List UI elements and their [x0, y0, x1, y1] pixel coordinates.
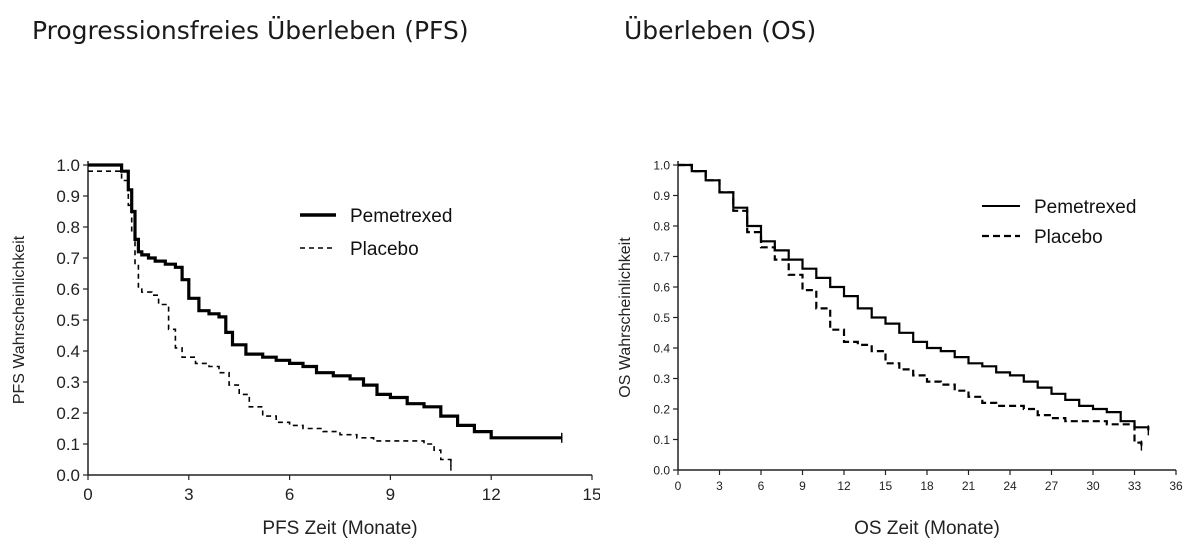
os-x-tick-label: 36 — [1169, 479, 1183, 493]
pfs-x-axis-title: PFS Zeit (Monate) — [262, 518, 417, 539]
pfs-x-tick-label: 15 — [583, 485, 600, 504]
os-y-tick-label: 0.0 — [653, 463, 670, 477]
pfs-x-tick-label: 9 — [386, 485, 395, 504]
os-y-tick-label: 0.4 — [653, 341, 670, 355]
pfs-legend-placebo-label: Placebo — [350, 239, 419, 260]
os-x-tick-label: 0 — [675, 479, 682, 493]
os-x-tick-label: 21 — [962, 479, 976, 493]
pfs-x-tick-label: 0 — [83, 485, 92, 504]
os-y-tick-label: 0.2 — [653, 402, 670, 416]
pfs-x-tick-label: 12 — [482, 485, 501, 504]
pfs-y-tick-label: 0.7 — [56, 249, 80, 268]
pfs-x-tick-label: 3 — [184, 485, 193, 504]
os-x-tick-label: 15 — [879, 479, 893, 493]
pfs-y-tick-label: 0.6 — [56, 280, 80, 299]
os-x-tick-label: 33 — [1128, 479, 1142, 493]
os-x-tick-label: 30 — [1086, 479, 1100, 493]
os-x-tick-label: 9 — [799, 479, 806, 493]
os-y-tick-label: 0.1 — [653, 433, 670, 447]
pfs-x-tick-label: 6 — [285, 485, 294, 504]
os-x-tick-label: 24 — [1003, 479, 1017, 493]
pfs-y-tick-label: 0.3 — [56, 373, 80, 392]
pfs-heading: Progressionsfreies Überleben (PFS) — [32, 16, 469, 45]
os-series-pemetrexed-line — [678, 163, 1150, 431]
pfs-legend-pemetrexed-label: Pemetrexed — [350, 206, 452, 227]
pfs-chart: 0.0 0.1 0.2 0.3 0.4 0.5 0.6 0.7 0.8 0.9 1.0 0 3 6 9 12 1… — [11, 156, 600, 539]
os-y-tick-label: 0.3 — [653, 372, 670, 386]
os-x-tick-label: 6 — [758, 479, 765, 493]
os-x-tick-label: 12 — [837, 479, 851, 493]
os-legend-placebo-label: Placebo — [1034, 227, 1103, 248]
pfs-series-placebo-line — [88, 170, 452, 466]
pfs-y-axis-title: PFS Wahrscheinlichkeit — [11, 235, 28, 404]
os-x-axis-title: OS Zeit (Monate) — [854, 518, 1000, 539]
pfs-y-tick-label: 0.4 — [56, 342, 80, 361]
pfs-y-tick-label: 1.0 — [56, 156, 80, 175]
os-heading: Überleben (OS) — [624, 16, 817, 45]
pfs-y-tick-label: 0.1 — [56, 435, 80, 454]
os-legend-pemetrexed-label: Pemetrexed — [1034, 197, 1136, 218]
pfs-y-tick-label: 0.8 — [56, 218, 80, 237]
pfs-y-tick-label: 0.2 — [56, 404, 80, 423]
pfs-y-tick-label: 0.9 — [56, 187, 80, 206]
pfs-y-tick-label: 0.0 — [56, 466, 80, 485]
os-y-tick-label: 0.8 — [653, 219, 670, 233]
os-x-tick-label: 18 — [920, 479, 934, 493]
os-y-tick-label: 0.9 — [653, 189, 670, 203]
os-x-tick-label: 3 — [716, 479, 723, 493]
os-y-tick-label: 0.6 — [653, 280, 670, 294]
os-y-tick-label: 0.7 — [653, 250, 670, 264]
os-y-axis-title: OS Wahrscheinlichkeit — [617, 237, 634, 398]
os-y-tick-label: 1.0 — [653, 158, 670, 172]
pfs-y-tick-label: 0.5 — [56, 311, 80, 330]
pfs-series-pemetrexed-line — [88, 163, 562, 440]
os-series-placebo-line — [678, 163, 1143, 446]
os-x-tick-label: 27 — [1045, 479, 1059, 493]
os-y-tick-label: 0.5 — [653, 311, 670, 325]
